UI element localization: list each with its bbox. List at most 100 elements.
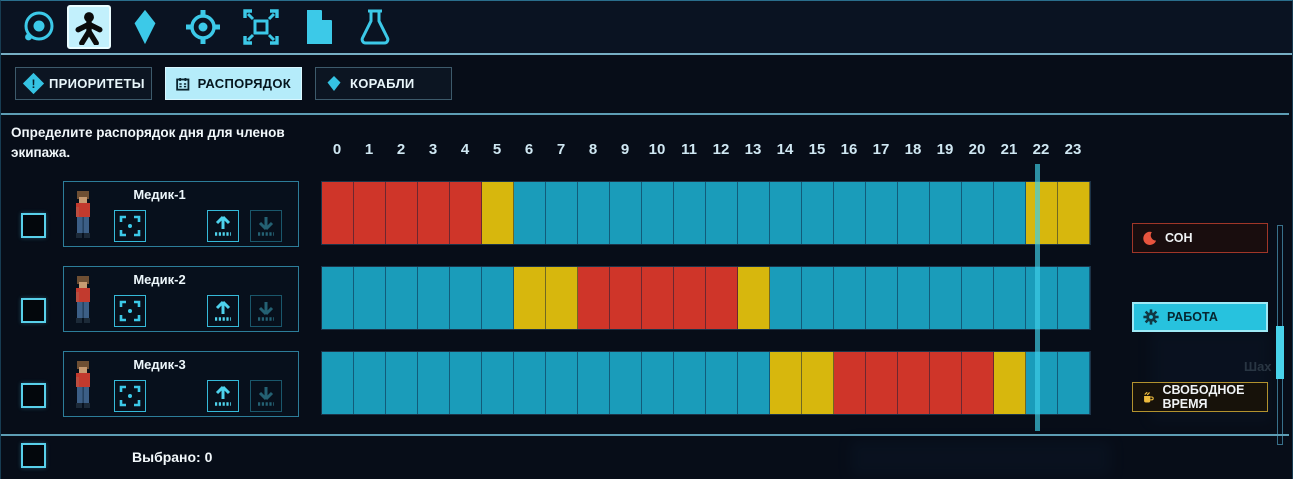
schedule-cell-work[interactable] xyxy=(706,352,738,414)
schedule-cell-work[interactable] xyxy=(962,267,994,329)
schedule-cell-work[interactable] xyxy=(866,182,898,244)
crew-card[interactable]: Медик-3 xyxy=(63,351,299,417)
focus-crew-button[interactable] xyxy=(114,210,146,242)
move-up-button[interactable] xyxy=(207,295,239,327)
schedule-cell-work[interactable] xyxy=(546,182,578,244)
tab-schedule[interactable]: РАСПОРЯДОК xyxy=(165,67,302,100)
focus-crew-button[interactable] xyxy=(114,380,146,412)
legend-sleep-button[interactable]: СОН xyxy=(1132,223,1268,253)
schedule-cell-free[interactable] xyxy=(482,182,514,244)
crew-select-checkbox[interactable] xyxy=(21,383,46,408)
schedule-cell-work[interactable] xyxy=(706,182,738,244)
expand-view-icon[interactable] xyxy=(239,5,283,49)
schedule-cell-work[interactable] xyxy=(322,267,354,329)
schedule-cell-work[interactable] xyxy=(354,267,386,329)
research-view-icon[interactable] xyxy=(353,5,397,49)
move-down-button[interactable] xyxy=(250,210,282,242)
schedule-cell-work[interactable] xyxy=(546,352,578,414)
schedule-cell-work[interactable] xyxy=(994,182,1026,244)
schedule-cell-work[interactable] xyxy=(738,182,770,244)
crew-card[interactable]: Медик-1 xyxy=(63,181,299,247)
legend-free-time-button[interactable]: СВОБОДНОЕ ВРЕМЯ xyxy=(1132,382,1268,412)
schedule-cell-free[interactable] xyxy=(1026,182,1058,244)
crew-select-checkbox[interactable] xyxy=(21,298,46,323)
schedule-cell-work[interactable] xyxy=(386,352,418,414)
schedule-cell-sleep[interactable] xyxy=(642,267,674,329)
schedule-cell-work[interactable] xyxy=(482,352,514,414)
schedule-cell-free[interactable] xyxy=(1058,182,1090,244)
schedule-cell-work[interactable] xyxy=(1026,267,1058,329)
schedule-cell-sleep[interactable] xyxy=(578,267,610,329)
schedule-cell-work[interactable] xyxy=(418,352,450,414)
crew-view-icon[interactable] xyxy=(67,5,111,49)
schedule-cell-sleep[interactable] xyxy=(386,182,418,244)
schedule-cell-work[interactable] xyxy=(866,267,898,329)
schedule-cell-work[interactable] xyxy=(610,352,642,414)
schedule-cell-free[interactable] xyxy=(514,267,546,329)
schedule-cell-sleep[interactable] xyxy=(866,352,898,414)
schedule-cell-work[interactable] xyxy=(738,352,770,414)
schedule-cell-free[interactable] xyxy=(546,267,578,329)
schedule-cell-work[interactable] xyxy=(930,267,962,329)
crew-select-checkbox[interactable] xyxy=(21,213,46,238)
tab-ships[interactable]: КОРАБЛИ xyxy=(315,67,452,100)
schedule-cell-sleep[interactable] xyxy=(674,267,706,329)
focus-crew-button[interactable] xyxy=(114,295,146,327)
schedule-cell-work[interactable] xyxy=(642,182,674,244)
schedule-cell-work[interactable] xyxy=(898,182,930,244)
schedule-cell-work[interactable] xyxy=(578,352,610,414)
schedule-cell-work[interactable] xyxy=(354,352,386,414)
schedule-cell-sleep[interactable] xyxy=(354,182,386,244)
schedule-cell-sleep[interactable] xyxy=(930,352,962,414)
schedule-cell-work[interactable] xyxy=(1026,352,1058,414)
schedule-cell-work[interactable] xyxy=(770,182,802,244)
schedule-cell-work[interactable] xyxy=(834,182,866,244)
schedule-cell-work[interactable] xyxy=(1058,352,1090,414)
schedule-cell-work[interactable] xyxy=(834,267,866,329)
schedule-cell-sleep[interactable] xyxy=(418,182,450,244)
schedule-cell-work[interactable] xyxy=(578,182,610,244)
schedule-cell-work[interactable] xyxy=(674,182,706,244)
schedule-cell-work[interactable] xyxy=(898,267,930,329)
move-down-button[interactable] xyxy=(250,380,282,412)
schedule-cell-work[interactable] xyxy=(770,267,802,329)
schedule-cell-free[interactable] xyxy=(770,352,802,414)
schedule-cell-sleep[interactable] xyxy=(898,352,930,414)
schedule-cell-work[interactable] xyxy=(994,267,1026,329)
schedule-cell-sleep[interactable] xyxy=(834,352,866,414)
schedule-cell-work[interactable] xyxy=(610,182,642,244)
schedule-cell-work[interactable] xyxy=(322,352,354,414)
select-all-checkbox[interactable] xyxy=(21,443,46,468)
schedule-cell-work[interactable] xyxy=(930,182,962,244)
schedule-cell-sleep[interactable] xyxy=(450,182,482,244)
schedule-cell-free[interactable] xyxy=(738,267,770,329)
schedule-cell-work[interactable] xyxy=(514,352,546,414)
move-up-button[interactable] xyxy=(207,380,239,412)
schedule-cell-work[interactable] xyxy=(1058,267,1090,329)
tab-priorities[interactable]: ! ПРИОРИТЕТЫ xyxy=(15,67,152,100)
schedule-cell-work[interactable] xyxy=(802,267,834,329)
legend-work-button[interactable]: РАБОТА xyxy=(1132,302,1268,332)
schedule-cell-free[interactable] xyxy=(994,352,1026,414)
resources-view-icon[interactable] xyxy=(123,5,167,49)
schedule-cell-work[interactable] xyxy=(418,267,450,329)
move-down-button[interactable] xyxy=(250,295,282,327)
schedule-cell-work[interactable] xyxy=(962,182,994,244)
schedule-cell-sleep[interactable] xyxy=(706,267,738,329)
schedule-cell-work[interactable] xyxy=(674,352,706,414)
move-up-button[interactable] xyxy=(207,210,239,242)
schedule-cell-work[interactable] xyxy=(386,267,418,329)
schedule-cell-sleep[interactable] xyxy=(322,182,354,244)
orbit-view-icon[interactable] xyxy=(17,5,61,49)
schedule-cell-work[interactable] xyxy=(802,182,834,244)
schedule-cell-work[interactable] xyxy=(482,267,514,329)
scrollbar-thumb[interactable] xyxy=(1276,326,1284,379)
schedule-cell-free[interactable] xyxy=(802,352,834,414)
reports-view-icon[interactable] xyxy=(297,5,341,49)
crew-card[interactable]: Медик-2 xyxy=(63,266,299,332)
schedule-cell-work[interactable] xyxy=(514,182,546,244)
schedule-cell-sleep[interactable] xyxy=(962,352,994,414)
schedule-cell-sleep[interactable] xyxy=(610,267,642,329)
schedule-cell-work[interactable] xyxy=(450,352,482,414)
target-view-icon[interactable] xyxy=(181,5,225,49)
